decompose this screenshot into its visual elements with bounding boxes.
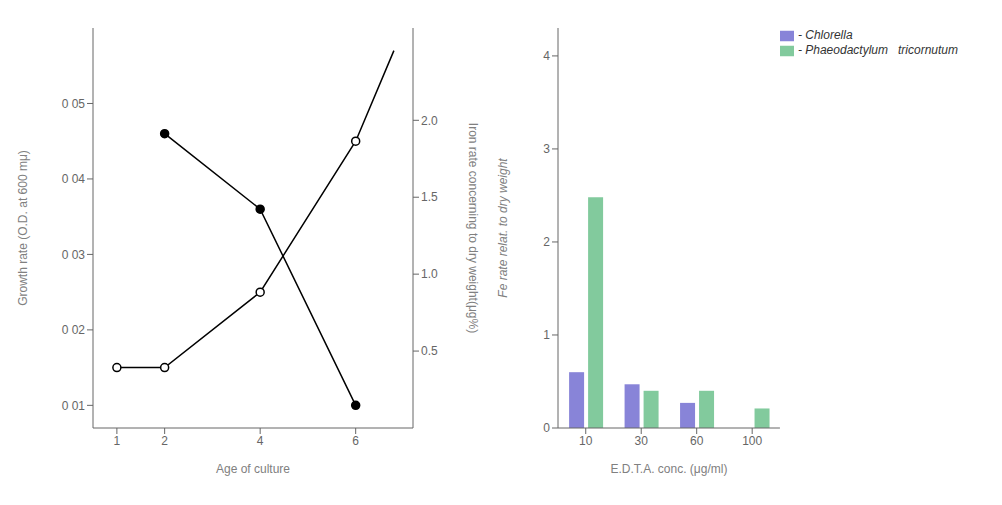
svg-text:6: 6 [352,434,359,448]
svg-text:3: 3 [543,142,550,156]
svg-text:Age of culture: Age of culture [216,462,290,476]
svg-text:1: 1 [543,328,550,342]
svg-text:4: 4 [543,49,550,63]
svg-text:2: 2 [543,235,550,249]
svg-text:30: 30 [635,434,649,448]
svg-text:0 03: 0 03 [62,248,86,262]
html-text:- Chlorella: - Chlorella [797,28,853,42]
svg-text:10: 10 [579,434,593,448]
svg-text:1.5: 1.5 [421,190,438,204]
svg-text:Fe rate relat. to dry weight: Fe rate relat. to dry weight [496,158,510,298]
svg-text:Growth rate (O.D. at 600 mμ): Growth rate (O.D. at 600 mμ) [16,150,30,306]
svg-text:4: 4 [257,434,264,448]
svg-text:1: 1 [114,434,121,448]
svg-text:0 02: 0 02 [62,323,86,337]
svg-text:60: 60 [690,434,704,448]
svg-text:2.0: 2.0 [421,114,438,128]
svg-text:Iron rate concerning to dry we: Iron rate concerning to dry weight(μg%) [466,123,480,333]
svg-text:0 04: 0 04 [62,172,86,186]
svg-text:1.0: 1.0 [421,267,438,281]
svg-text:2: 2 [161,434,168,448]
svg-text:0 01: 0 01 [62,399,86,413]
svg-text:0.5: 0.5 [421,344,438,358]
svg-text:0 05: 0 05 [62,97,86,111]
html-text:- Phaeodactylum tricornutum: - Phaeodactylum tricornutum [797,42,958,57]
svg-text:100: 100 [742,434,762,448]
svg-text:0: 0 [543,421,550,435]
svg-text:E.D.T.A. conc. (μg/ml): E.D.T.A. conc. (μg/ml) [610,462,727,476]
